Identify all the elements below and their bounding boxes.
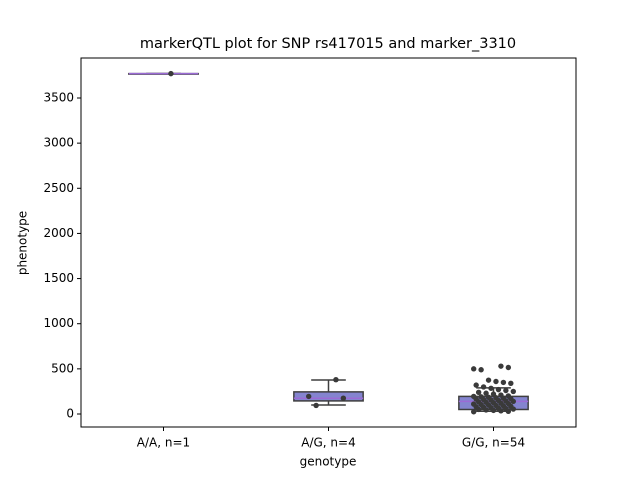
data-point [471,409,477,415]
data-point [473,382,479,388]
data-point [168,70,174,77]
y-tick-label: 0 [66,406,74,420]
data-point [500,379,507,386]
data-point [483,407,489,413]
y-tick-label: 3500 [43,90,74,104]
x-axis-label: genotype [300,455,357,469]
data-point [475,406,482,413]
data-point [498,363,504,369]
data-point [475,389,482,396]
data-point [306,393,312,400]
data-point [505,408,512,414]
data-point [488,385,494,391]
y-tick-label: 1000 [43,316,74,330]
data-point [510,398,516,405]
data-point [478,367,484,373]
data-point [510,406,516,412]
data-point [490,407,497,414]
data-point [313,402,319,409]
y-tick-label: 3000 [43,136,74,150]
x-tick-label: A/A, n=1 [137,436,190,450]
y-tick-label: 500 [51,361,74,375]
data-point [471,366,477,372]
plot-frame [80,57,577,428]
x-tick-label: G/G, n=54 [462,436,525,450]
data-point [508,380,514,387]
data-point [495,386,502,393]
data-point [505,364,512,371]
y-tick-label: 2500 [43,181,74,195]
y-tick-label: 1500 [43,271,74,285]
data-point [498,408,504,414]
box [293,391,364,402]
y-axis-label: phenotype [16,211,30,275]
data-point [483,390,489,396]
data-point [493,378,499,385]
data-point [503,387,509,394]
data-point [340,395,347,401]
data-point [333,376,339,383]
y-tick-label: 2000 [43,226,74,240]
data-point [510,388,516,395]
x-tick-label: A/G, n=4 [301,436,355,450]
data-point [480,384,487,390]
data-point [485,377,492,383]
chart-title: markerQTL plot for SNP rs417015 and mark… [140,36,516,52]
